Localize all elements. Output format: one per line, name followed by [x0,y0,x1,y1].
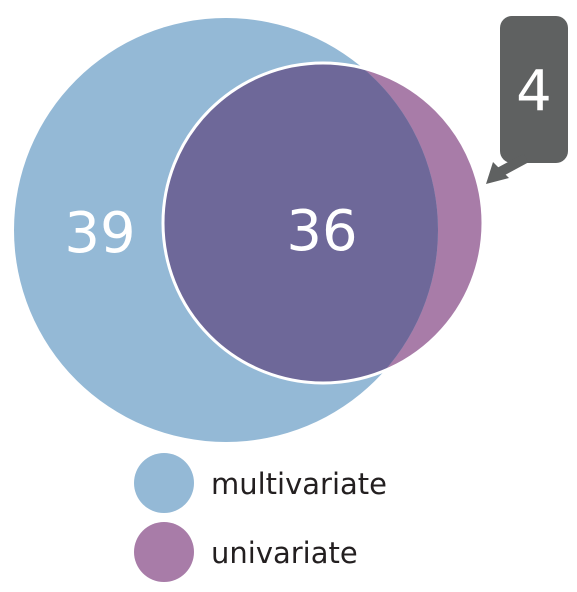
univariate-only-count: 4 [516,59,552,124]
legend-label-univariate: univariate [211,536,358,570]
legend: multivariate univariate [134,453,387,582]
legend-label-multivariate: multivariate [211,467,387,501]
callout-box [500,16,568,163]
legend-swatch-multivariate [134,453,194,513]
overlap-count: 36 [286,199,357,264]
callout-arrow-line [497,153,529,177]
legend-swatch-univariate [134,522,194,582]
callout-arrowhead [486,162,509,184]
univariate-outline [161,61,485,385]
callout: 4 [486,16,568,184]
multivariate-only-count: 39 [64,201,135,266]
overlap-region [163,63,438,383]
